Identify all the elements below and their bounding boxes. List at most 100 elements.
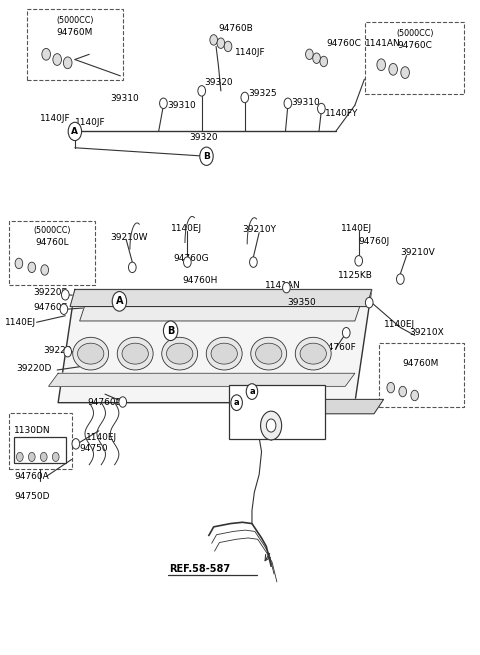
Text: 39310: 39310 <box>167 101 196 110</box>
Text: 39210X: 39210X <box>409 328 444 337</box>
Circle shape <box>63 57 72 69</box>
Text: 94750D: 94750D <box>14 492 49 500</box>
Circle shape <box>318 103 325 114</box>
Polygon shape <box>48 373 355 386</box>
Circle shape <box>28 453 35 462</box>
Circle shape <box>283 282 290 293</box>
Circle shape <box>365 297 373 308</box>
Ellipse shape <box>167 343 193 364</box>
Text: (5000CC): (5000CC) <box>33 226 71 235</box>
Circle shape <box>401 67 409 79</box>
Ellipse shape <box>255 343 282 364</box>
Ellipse shape <box>300 343 326 364</box>
Circle shape <box>313 53 321 64</box>
Circle shape <box>53 54 61 66</box>
Text: REF.58-587: REF.58-587 <box>169 565 230 574</box>
Text: 1140EJ: 1140EJ <box>86 433 117 442</box>
Text: 35301B: 35301B <box>245 398 283 407</box>
Text: 94760H: 94760H <box>182 276 218 285</box>
Text: B: B <box>203 152 210 160</box>
Text: 39350: 39350 <box>287 298 316 307</box>
Ellipse shape <box>162 337 198 370</box>
Bar <box>9 413 72 469</box>
Text: 39210Y: 39210Y <box>242 225 276 234</box>
Circle shape <box>210 35 217 45</box>
Circle shape <box>387 383 395 393</box>
Circle shape <box>112 291 127 311</box>
Circle shape <box>119 397 127 407</box>
Text: 1140JF: 1140JF <box>40 114 71 123</box>
Bar <box>14 438 66 464</box>
Circle shape <box>72 439 80 449</box>
Text: 94760J: 94760J <box>359 236 390 246</box>
Text: 39325: 39325 <box>249 89 277 98</box>
Ellipse shape <box>117 337 153 370</box>
Text: 1125KB: 1125KB <box>338 271 373 280</box>
Circle shape <box>355 255 362 266</box>
Text: 1140EJ: 1140EJ <box>340 223 372 233</box>
Text: 94760A: 94760A <box>14 472 49 481</box>
Circle shape <box>61 290 69 300</box>
Circle shape <box>306 49 313 60</box>
Circle shape <box>60 304 68 314</box>
Bar <box>9 221 95 285</box>
Text: 1140JF: 1140JF <box>235 48 266 58</box>
Ellipse shape <box>251 337 287 370</box>
Circle shape <box>377 59 385 71</box>
Polygon shape <box>70 290 372 307</box>
Circle shape <box>411 390 419 401</box>
Text: 94760M: 94760M <box>57 28 93 37</box>
Text: 1130DN: 1130DN <box>14 426 51 436</box>
Circle shape <box>41 265 48 275</box>
Circle shape <box>224 41 232 52</box>
Text: 1140JF: 1140JF <box>75 118 106 127</box>
Ellipse shape <box>77 343 104 364</box>
Circle shape <box>40 453 47 462</box>
Circle shape <box>68 122 82 141</box>
Circle shape <box>250 257 257 267</box>
Text: a: a <box>234 398 240 407</box>
Circle shape <box>42 48 50 60</box>
Text: 39310: 39310 <box>291 98 320 107</box>
Text: (5000CC): (5000CC) <box>396 29 433 38</box>
Circle shape <box>129 262 136 272</box>
Ellipse shape <box>122 343 148 364</box>
Circle shape <box>389 64 397 75</box>
Circle shape <box>284 98 292 109</box>
Text: 94760C: 94760C <box>397 41 432 50</box>
Text: A: A <box>116 296 123 307</box>
Text: A: A <box>72 127 78 136</box>
Circle shape <box>399 386 407 397</box>
Circle shape <box>64 346 72 357</box>
Ellipse shape <box>73 337 108 370</box>
Text: 1140EJ: 1140EJ <box>4 318 36 327</box>
Text: 94760E: 94760E <box>33 303 68 312</box>
Circle shape <box>246 384 258 400</box>
Text: 1141AN: 1141AN <box>365 39 401 48</box>
Text: 39220D: 39220D <box>16 364 51 373</box>
Text: B: B <box>167 326 174 336</box>
Circle shape <box>183 257 191 267</box>
Circle shape <box>217 38 225 48</box>
Text: 39310: 39310 <box>111 94 140 103</box>
Circle shape <box>16 453 23 462</box>
Text: 39320: 39320 <box>204 78 233 87</box>
Circle shape <box>261 411 282 440</box>
Text: (5000CC): (5000CC) <box>56 16 94 25</box>
Polygon shape <box>80 307 360 321</box>
Bar <box>365 22 464 94</box>
Text: a: a <box>249 387 255 396</box>
Circle shape <box>266 419 276 432</box>
Circle shape <box>320 56 327 67</box>
Text: 94760L: 94760L <box>35 238 69 247</box>
Text: 1140FY: 1140FY <box>325 109 359 118</box>
Text: 94760F: 94760F <box>323 343 356 352</box>
Polygon shape <box>58 290 372 403</box>
Circle shape <box>231 395 242 411</box>
Text: 94760M: 94760M <box>403 359 439 368</box>
Text: 94760G: 94760G <box>173 254 209 263</box>
Text: 1140EJ: 1140EJ <box>384 320 415 329</box>
Text: 39320: 39320 <box>190 134 218 142</box>
Circle shape <box>200 147 213 166</box>
Bar <box>229 385 325 439</box>
